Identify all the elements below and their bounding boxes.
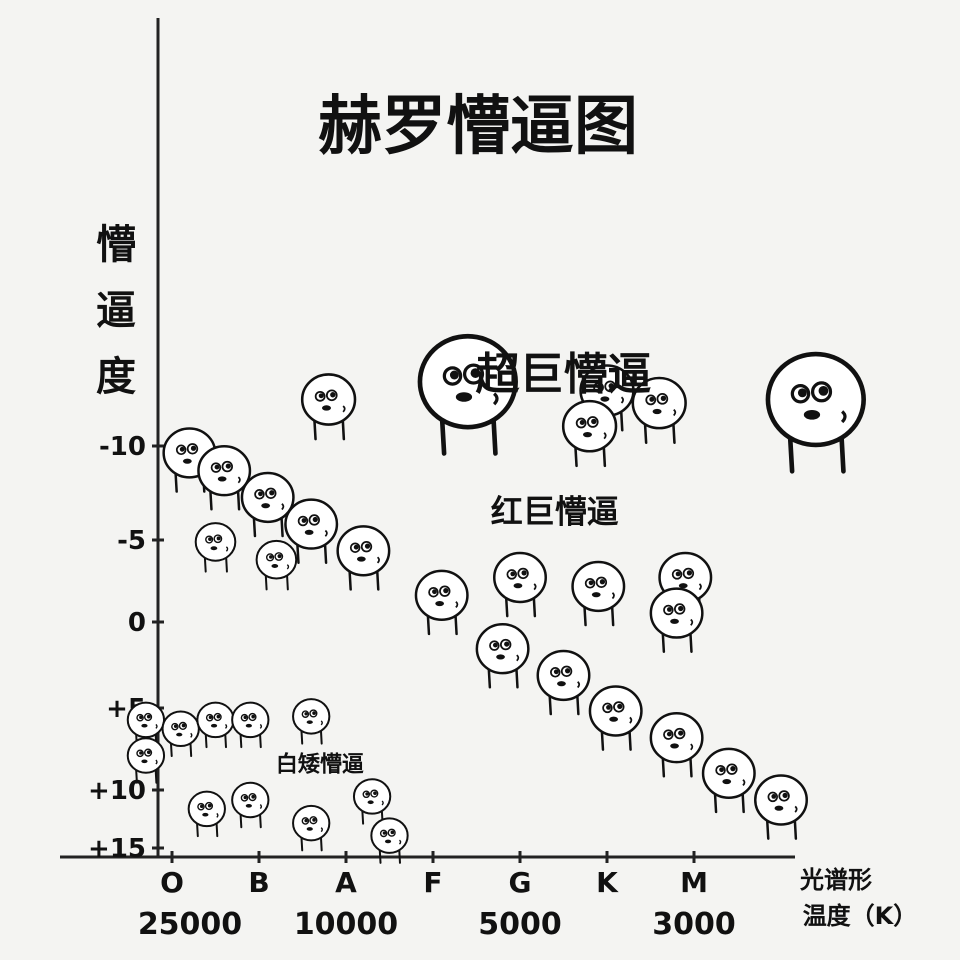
y-tick-labels: -10-50+5+10+15 (88, 432, 164, 864)
y-tick-label: -10 (99, 432, 146, 462)
confused-face-icon (414, 569, 469, 636)
region-label: 白矮懵逼 (276, 752, 364, 778)
x-temperature-label: 5000 (478, 907, 562, 942)
x-tick-label: K (596, 866, 619, 899)
confused-face-icon (292, 698, 331, 745)
confused-face-icon (765, 351, 866, 474)
x-tick-label: O (160, 866, 184, 899)
confused-face-icon (161, 710, 200, 758)
confused-face-icon (187, 790, 226, 838)
confused-face-icon (197, 444, 252, 511)
confused-face-icon (631, 376, 687, 444)
y-tick-label: 0 (128, 608, 146, 638)
confused-face-icon (255, 539, 298, 591)
confused-face-icon (240, 471, 295, 538)
data-points (126, 333, 866, 864)
confused-face-icon (300, 373, 357, 441)
region-label: 红巨懵逼 (491, 492, 619, 530)
chart-title: 赫罗懵逼图 (318, 90, 638, 164)
y-tick-label: -5 (117, 526, 146, 556)
confused-face-icon (754, 774, 808, 840)
data-series (493, 551, 713, 653)
confused-face-icon (701, 747, 756, 814)
x-tick-label: B (248, 866, 269, 899)
x-temperature-label: 3000 (652, 907, 736, 942)
confused-face-icon (352, 778, 392, 825)
confused-face-icon (417, 333, 518, 456)
y-axis-label: 懵 逼 度 (96, 222, 136, 400)
confused-face-icon (126, 737, 166, 784)
x-axis-label-line: 温度（K） (803, 902, 918, 930)
data-series (162, 427, 808, 840)
x-temperature-label: 25000 (138, 907, 242, 942)
confused-face-icon (231, 781, 270, 829)
confused-face-icon (536, 649, 591, 716)
y-tick-label: +15 (88, 834, 146, 864)
y-axis-label-char: 度 (96, 354, 136, 400)
x-tick-label: M (680, 866, 708, 899)
confused-face-icon (493, 551, 547, 618)
region-label: 超巨懵逼 (476, 349, 652, 400)
confused-face-icon (561, 399, 618, 468)
confused-face-icon (649, 711, 704, 778)
confused-face-icon (292, 804, 331, 852)
confused-face-icon (284, 498, 339, 564)
x-tick-label: G (509, 866, 532, 899)
x-axis-label: 光谱形 温度（K） (799, 866, 917, 930)
confused-face-icon (194, 522, 237, 573)
x-tick-label: F (423, 866, 442, 899)
x-tick-labels: O B A F G K M 25000 10000 5000 3000 (138, 851, 736, 942)
confused-face-icon (336, 525, 391, 591)
x-temperature-label: 10000 (294, 907, 398, 942)
data-series (126, 698, 409, 864)
y-axis-label-char: 懵 (96, 222, 136, 268)
x-tick-label: A (335, 866, 357, 899)
confused-face-icon (649, 587, 704, 653)
confused-face-icon (126, 701, 166, 749)
confused-face-icon (475, 622, 530, 689)
y-axis-label-char: 逼 (96, 288, 136, 334)
x-axis-label-line: 光谱形 (799, 866, 872, 894)
confused-face-icon (370, 817, 409, 864)
data-series (300, 333, 866, 474)
confused-face-icon (231, 701, 270, 749)
confused-face-icon (196, 701, 235, 749)
confused-face-icon (571, 560, 626, 627)
confused-face-icon (588, 685, 643, 751)
